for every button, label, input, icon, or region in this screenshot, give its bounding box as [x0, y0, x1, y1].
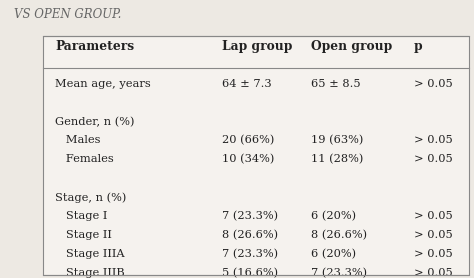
- Text: Parameters: Parameters: [55, 40, 135, 53]
- Text: 10 (34%): 10 (34%): [222, 154, 274, 165]
- Text: Gender, n (%): Gender, n (%): [55, 116, 135, 127]
- Text: 8 (26.6%): 8 (26.6%): [311, 230, 367, 240]
- Text: Stage IIIB: Stage IIIB: [55, 268, 125, 278]
- Text: Mean age, years: Mean age, years: [55, 79, 151, 89]
- Text: Open group: Open group: [311, 40, 392, 53]
- Text: Males: Males: [55, 135, 101, 145]
- Text: VS OPEN GROUP.: VS OPEN GROUP.: [14, 8, 122, 21]
- Text: 11 (28%): 11 (28%): [311, 154, 364, 165]
- Text: > 0.05: > 0.05: [414, 79, 453, 89]
- Text: > 0.05: > 0.05: [414, 135, 453, 145]
- Text: Stage, n (%): Stage, n (%): [55, 192, 127, 203]
- Text: > 0.05: > 0.05: [414, 211, 453, 221]
- Text: > 0.05: > 0.05: [414, 249, 453, 259]
- Text: Lap group: Lap group: [222, 40, 292, 53]
- Text: > 0.05: > 0.05: [414, 268, 453, 278]
- Text: Stage IIIA: Stage IIIA: [55, 249, 125, 259]
- Text: > 0.05: > 0.05: [414, 154, 453, 164]
- Text: 65 ± 8.5: 65 ± 8.5: [311, 79, 361, 89]
- Text: 7 (23.3%): 7 (23.3%): [222, 211, 278, 221]
- Text: 5 (16.6%): 5 (16.6%): [222, 268, 278, 278]
- Text: 8 (26.6%): 8 (26.6%): [222, 230, 278, 240]
- Text: 64 ± 7.3: 64 ± 7.3: [222, 79, 272, 89]
- Text: Stage I: Stage I: [55, 211, 108, 221]
- Text: > 0.05: > 0.05: [414, 230, 453, 240]
- Text: 6 (20%): 6 (20%): [311, 211, 356, 221]
- Text: p: p: [414, 40, 422, 53]
- Text: Females: Females: [55, 154, 114, 164]
- Text: Stage II: Stage II: [55, 230, 112, 240]
- Text: 6 (20%): 6 (20%): [311, 249, 356, 259]
- Text: 19 (63%): 19 (63%): [311, 135, 364, 146]
- FancyBboxPatch shape: [43, 36, 469, 275]
- Text: 20 (66%): 20 (66%): [222, 135, 274, 146]
- Text: 7 (23.3%): 7 (23.3%): [311, 268, 367, 278]
- Text: 7 (23.3%): 7 (23.3%): [222, 249, 278, 259]
